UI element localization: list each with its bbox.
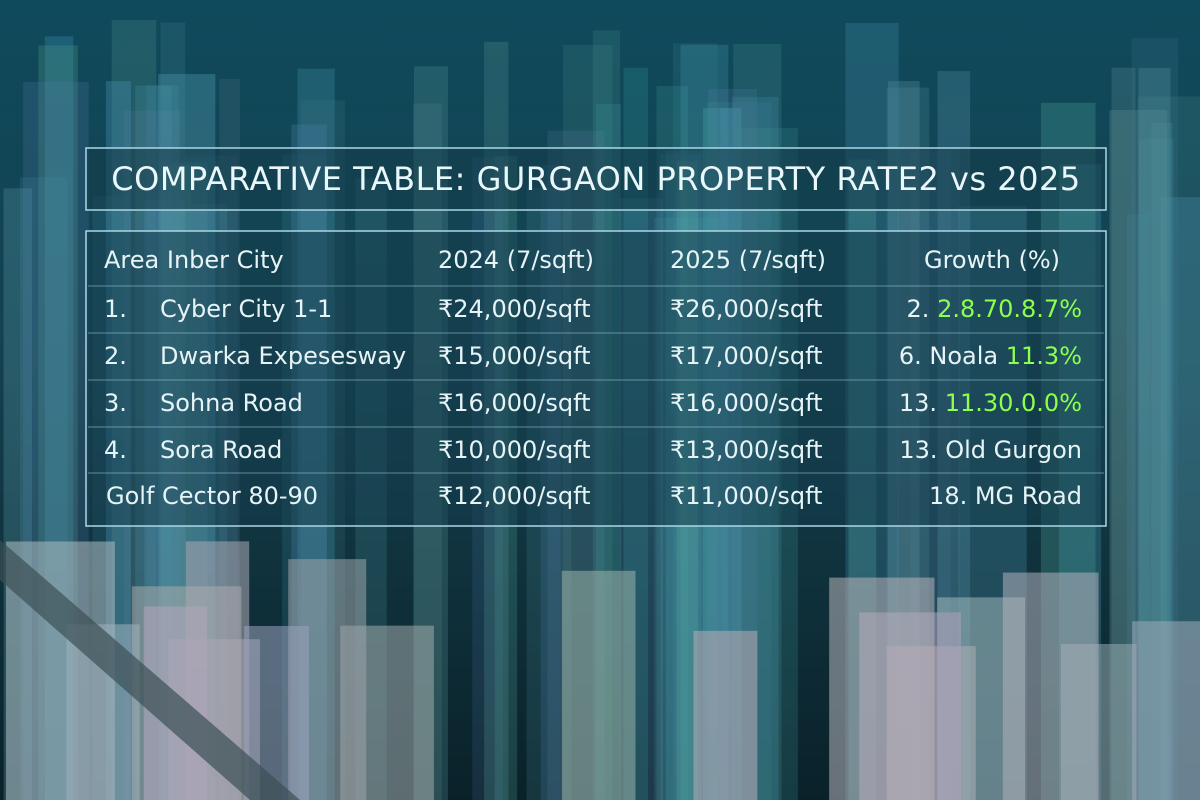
title: COMPARATIVE TABLE: GURGAON PROPERTY RATE… <box>111 160 1080 198</box>
title-box <box>85 147 1107 211</box>
area-name: Dwarka Expesesway <box>160 342 406 370</box>
row-number: 4. <box>104 436 127 464</box>
growth: 6. Noala 11.3% <box>899 342 1082 370</box>
growth-text: 6. Noala <box>899 342 1006 370</box>
area-name: Golf Cector 80-90 <box>106 482 318 510</box>
rate-2025: ₹16,000/sqft <box>670 389 823 417</box>
growth-highlight: 11.30.0.0% <box>945 389 1082 417</box>
growth-text: 13. <box>899 389 945 417</box>
header-cell: Growth (%) <box>924 246 1060 274</box>
rate-2025: ₹11,000/sqft <box>670 482 823 510</box>
rate-2025: ₹17,000/sqft <box>670 342 823 370</box>
tower <box>561 570 636 800</box>
rate-2025: ₹26,000/sqft <box>670 295 823 323</box>
tower <box>829 577 935 800</box>
rate-2024: ₹10,000/sqft <box>438 436 591 464</box>
growth-text: 2. <box>907 295 938 323</box>
tower <box>693 630 758 800</box>
growth-text: 18. MG Road <box>929 482 1082 510</box>
building <box>1111 67 1136 800</box>
area-name: Cyber City 1-1 <box>160 295 332 323</box>
area-name: Sohna Road <box>160 389 303 417</box>
table: Area Inber City 2024 (7/sqft) 2025 (7/sqft… <box>88 246 1104 510</box>
growth-highlight: 2.8.70.8.7% <box>937 295 1082 323</box>
header-cell: 2024 (7/sqft) <box>438 246 594 274</box>
growth: 2. 2.8.70.8.7% <box>907 295 1082 323</box>
tower <box>1002 572 1099 800</box>
row-number: 3. <box>104 389 127 417</box>
road <box>0 540 300 800</box>
rate-2025: ₹13,000/sqft <box>670 436 823 464</box>
row-number: 1. <box>104 295 127 323</box>
growth: 18. MG Road <box>929 482 1082 510</box>
table-box <box>85 230 1107 527</box>
header-cell: 2025 (7/sqft) <box>670 246 826 274</box>
rate-2024: ₹24,000/sqft <box>438 295 591 323</box>
growth-text: 13. Old Gurgon <box>899 436 1082 464</box>
rate-2024: ₹12,000/sqft <box>438 482 591 510</box>
header-cell: Area Inber City <box>104 246 284 274</box>
row-number: 2. <box>104 342 127 370</box>
rate-2024: ₹15,000/sqft <box>438 342 591 370</box>
growth-highlight: 11.3% <box>1006 342 1082 370</box>
rate-2024: ₹16,000/sqft <box>438 389 591 417</box>
growth: 13. 11.30.0.0% <box>899 389 1082 417</box>
growth: 13. Old Gurgon <box>899 436 1082 464</box>
area-name: Sora Road <box>160 436 282 464</box>
tower <box>1132 621 1200 800</box>
